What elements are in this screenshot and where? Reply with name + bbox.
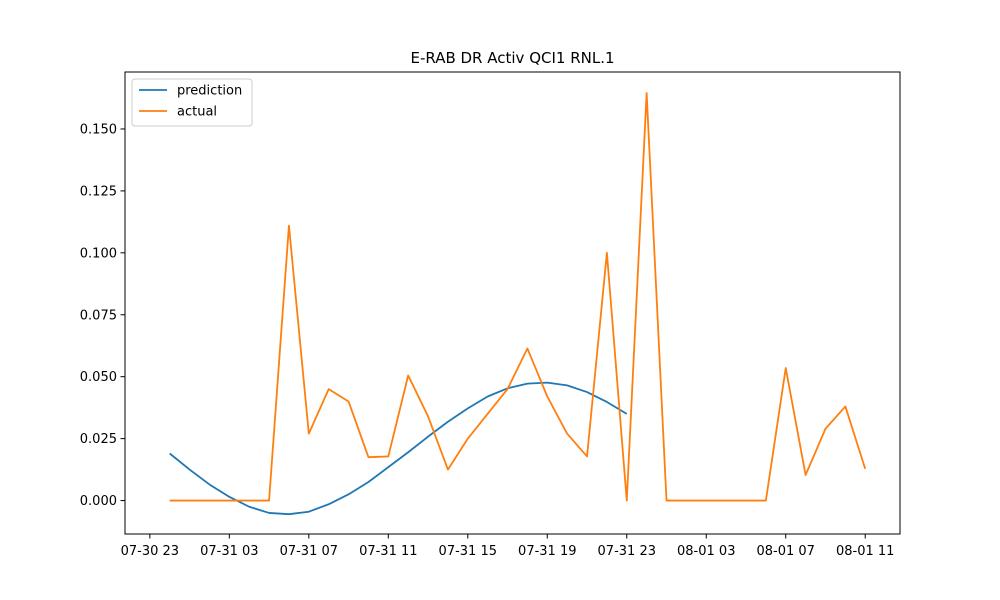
legend-label-prediction: prediction	[177, 84, 242, 99]
x-tick-label: 08-01 07	[757, 544, 815, 559]
series-line-prediction	[169, 381, 628, 516]
x-tick-label: 07-31 03	[200, 544, 258, 559]
y-tick-label: 0.125	[80, 184, 117, 199]
x-tick-label: 07-31 11	[359, 544, 417, 559]
y-tick-label: 0.150	[80, 122, 117, 137]
y-axis: 0.000 0.025 0.050 0.075 0.100 0.125 0.150	[80, 122, 125, 509]
x-axis: 07-30 23 07-31 03 07-31 07 07-31 11 07-31 15…	[121, 534, 894, 559]
series-line-actual	[169, 92, 867, 502]
x-tick-label: 07-31 19	[518, 544, 576, 559]
y-tick-label: 0.100	[80, 246, 117, 261]
y-tick-label: 0.025	[80, 432, 117, 447]
y-tick-label: 0.050	[80, 370, 117, 385]
y-tick-label: 0.000	[80, 494, 117, 509]
chart-title: E-RAB DR Activ QCI1 RNL.1	[410, 49, 614, 67]
x-tick-label: 08-01 11	[836, 544, 894, 559]
x-tick-label: 07-30 23	[121, 544, 179, 559]
x-tick-label: 07-31 07	[280, 544, 338, 559]
plot-frame	[124, 71, 901, 535]
legend: prediction actual	[131, 78, 253, 127]
y-tick-label: 0.075	[80, 308, 117, 323]
legend-label-actual: actual	[177, 105, 217, 120]
x-tick-label: 08-01 03	[677, 544, 735, 559]
x-tick-label: 07-31 15	[439, 544, 497, 559]
series-layer	[169, 92, 867, 516]
x-tick-label: 07-31 23	[598, 544, 656, 559]
